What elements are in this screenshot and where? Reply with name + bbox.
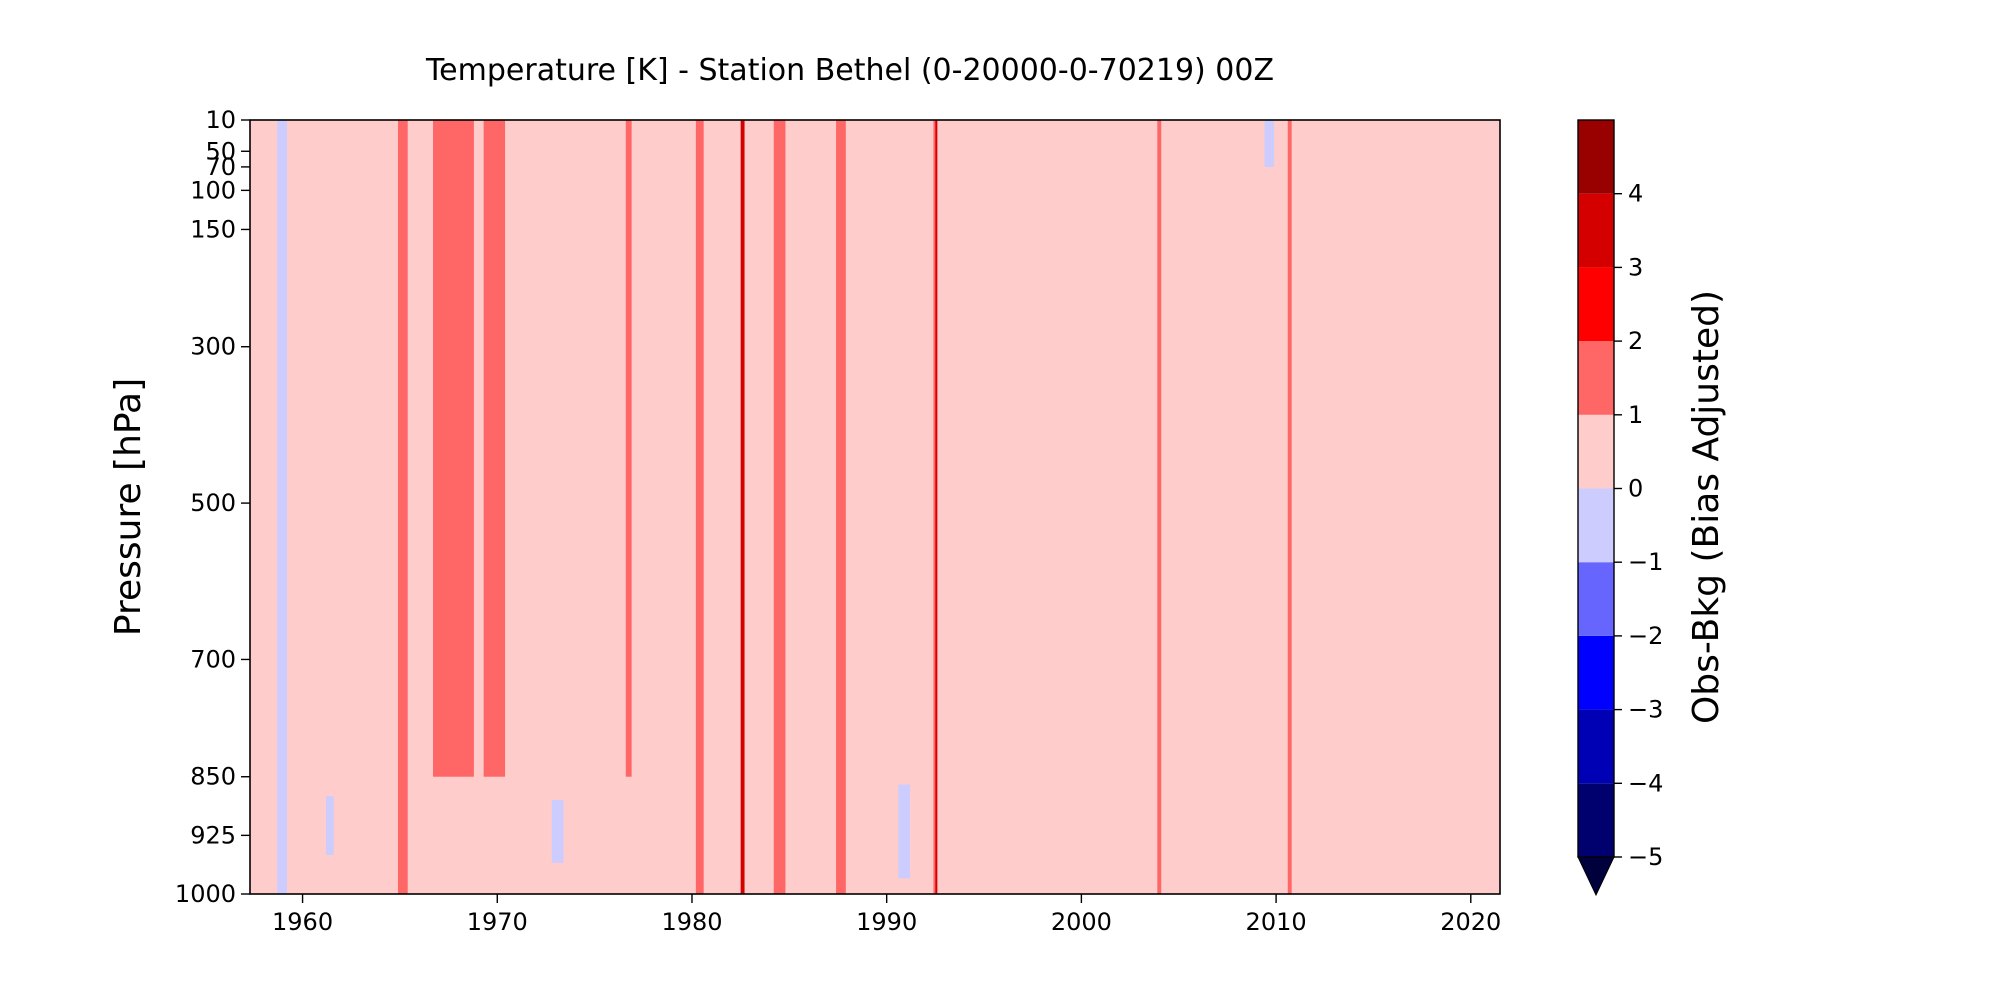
x-tick-label: 2000	[1051, 908, 1112, 936]
plot-area	[249, 119, 1501, 895]
heatmap-band-13	[325, 796, 334, 855]
colorbar-tick-label: 2	[1628, 327, 1643, 355]
y-tick-label: 100	[190, 176, 236, 204]
heatmap-band-12	[277, 120, 287, 894]
heatmap-band-2	[483, 120, 506, 777]
colorbar-swatch-9	[1578, 120, 1614, 194]
heatmap-band-15	[898, 784, 911, 879]
y-tick-label: 50	[205, 137, 236, 165]
colorbar-label: Obs-Bkg (Bias Adjusted)	[1686, 290, 1727, 724]
colorbar-swatch-7	[1578, 267, 1614, 342]
colorbar-swatch-0	[1578, 783, 1614, 857]
y-tick-label: 300	[190, 333, 236, 361]
colorbar-tick-label: 3	[1628, 253, 1643, 281]
y-tick-label: 500	[190, 489, 236, 517]
colorbar-tick-label: 1	[1628, 401, 1643, 429]
x-tick-label: 2010	[1246, 908, 1307, 936]
x-tick-label: 2020	[1440, 908, 1501, 936]
colorbar: −5 −4 −3 −2 −1 0 1 2 3 4	[1577, 119, 1663, 897]
colorbar-swatch-5	[1578, 414, 1614, 489]
colorbar-extend-min	[1577, 856, 1615, 897]
heatmap-band-0	[397, 120, 408, 894]
y-tick-label: 700	[190, 645, 236, 673]
heatmap-band-6	[836, 120, 846, 894]
colorbar-tick-label: −2	[1628, 622, 1663, 650]
heatmap-features	[277, 120, 1292, 894]
colorbar-tick-label: 0	[1628, 475, 1643, 503]
y-tick-label: 850	[190, 763, 236, 791]
x-tick-label: 1960	[272, 908, 333, 936]
x-tick-label: 1990	[856, 908, 917, 936]
colorbar-swatch-1	[1578, 709, 1614, 784]
colorbar-tick-label: −5	[1628, 843, 1663, 871]
chart-title: Temperature [K] - Station Bethel (0-2000…	[425, 53, 1274, 88]
heatmap-band-3	[625, 120, 632, 777]
y-tick-label: 925	[190, 821, 236, 849]
heatmap-band-1	[433, 120, 474, 777]
colorbar-tick-label: −4	[1628, 769, 1663, 797]
y-tick-label: 1000	[175, 880, 236, 908]
colorbar-swatch-8	[1578, 193, 1614, 268]
x-axis: 1960 1970 1980 1990 2000 2010 2020	[272, 894, 1501, 936]
x-tick-label: 1970	[467, 908, 528, 936]
colorbar-tick-label: −1	[1628, 548, 1663, 576]
colorbar-swatch-2	[1578, 635, 1614, 710]
colorbar-tick-label: 4	[1628, 180, 1643, 208]
y-tick-label: 10	[205, 106, 236, 134]
heatmap-band-14	[551, 800, 564, 863]
heatmap-band-4	[695, 120, 704, 894]
y-axis-label: Pressure [hPa]	[108, 378, 149, 636]
y-tick-label: 150	[190, 215, 236, 243]
heatmap-band-8	[1157, 120, 1162, 894]
heatmap-band-11	[935, 120, 938, 894]
colorbar-swatch-4	[1578, 488, 1614, 563]
heatmap-band-10	[740, 120, 745, 894]
plot-frame	[249, 119, 1501, 895]
colorbar-tick-label: −3	[1628, 696, 1663, 724]
y-tick-label: 70	[205, 153, 236, 181]
heatmap-band-5	[773, 120, 786, 894]
x-tick-label: 1980	[661, 908, 722, 936]
heatmap-band-9	[1287, 120, 1292, 894]
heatmap-band-16	[1264, 120, 1275, 167]
colorbar-swatch-6	[1578, 341, 1614, 415]
colorbar-swatch-3	[1578, 562, 1614, 636]
